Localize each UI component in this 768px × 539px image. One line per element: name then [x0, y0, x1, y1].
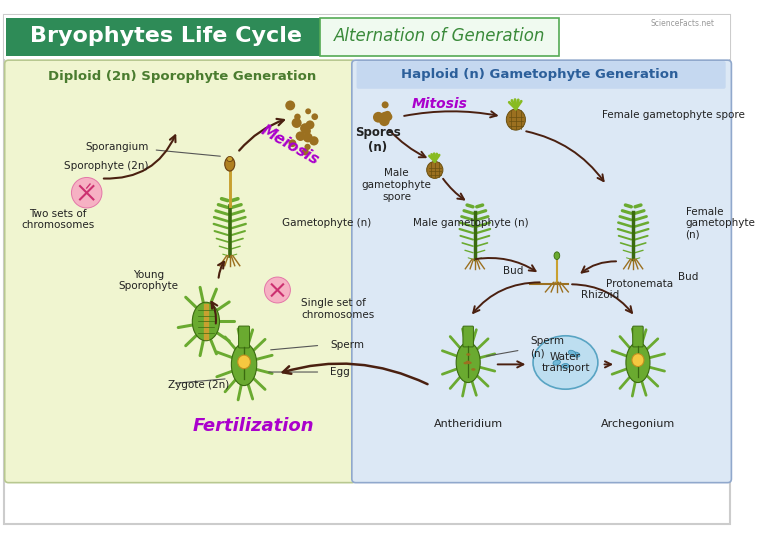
Circle shape	[292, 118, 302, 128]
Circle shape	[373, 112, 384, 123]
Text: Sporophyte (2n): Sporophyte (2n)	[65, 161, 149, 171]
FancyBboxPatch shape	[5, 18, 320, 57]
Circle shape	[304, 144, 310, 150]
Ellipse shape	[626, 342, 650, 383]
Ellipse shape	[554, 252, 560, 259]
Text: Mitosis: Mitosis	[412, 97, 468, 111]
Text: Diploid (2n) Sporophyte Generation: Diploid (2n) Sporophyte Generation	[48, 70, 316, 83]
Text: Protonemata: Protonemata	[607, 279, 674, 289]
Text: Two sets of
chromosomes: Two sets of chromosomes	[22, 209, 94, 230]
Ellipse shape	[472, 368, 475, 371]
Ellipse shape	[238, 355, 250, 369]
Ellipse shape	[465, 361, 470, 363]
Text: Gametophyte (n): Gametophyte (n)	[282, 218, 372, 228]
Circle shape	[285, 100, 295, 110]
Ellipse shape	[533, 336, 598, 389]
Text: Bud: Bud	[503, 266, 524, 276]
Ellipse shape	[572, 352, 580, 357]
Circle shape	[305, 108, 311, 114]
Ellipse shape	[227, 156, 233, 162]
Ellipse shape	[463, 362, 468, 364]
FancyBboxPatch shape	[4, 15, 730, 59]
FancyBboxPatch shape	[633, 326, 643, 347]
Circle shape	[300, 123, 310, 134]
FancyBboxPatch shape	[4, 15, 730, 524]
Ellipse shape	[506, 109, 525, 130]
Circle shape	[380, 112, 390, 121]
Text: Antheridium: Antheridium	[434, 418, 503, 429]
Text: Sperm: Sperm	[330, 340, 364, 350]
Circle shape	[381, 115, 389, 124]
Ellipse shape	[553, 360, 561, 365]
Ellipse shape	[561, 363, 569, 368]
Text: Archegonium: Archegonium	[601, 418, 675, 429]
Text: Haploid (n) Gametophyte Generation: Haploid (n) Gametophyte Generation	[401, 68, 678, 81]
Text: Spores
(n): Spores (n)	[355, 126, 400, 154]
Circle shape	[384, 111, 391, 118]
Circle shape	[310, 136, 319, 146]
Text: Male gametophyte (n): Male gametophyte (n)	[413, 218, 528, 228]
Text: Egg: Egg	[330, 367, 349, 377]
Circle shape	[382, 101, 389, 108]
Text: Rhizoid: Rhizoid	[581, 290, 619, 300]
Text: Meiosis: Meiosis	[258, 122, 322, 168]
Ellipse shape	[466, 353, 471, 356]
Ellipse shape	[568, 350, 576, 356]
Ellipse shape	[225, 157, 235, 171]
Text: Bud: Bud	[678, 272, 698, 282]
Ellipse shape	[427, 161, 443, 178]
Ellipse shape	[231, 343, 257, 385]
FancyBboxPatch shape	[356, 61, 726, 89]
Text: Sperm
(n): Sperm (n)	[530, 336, 564, 358]
Text: Young
Sporophyte: Young Sporophyte	[119, 270, 179, 291]
Circle shape	[384, 113, 392, 121]
Circle shape	[296, 132, 305, 141]
Ellipse shape	[632, 354, 644, 367]
FancyBboxPatch shape	[320, 18, 559, 57]
Text: Single set of
chromosomes: Single set of chromosomes	[301, 298, 375, 320]
Text: Male
gametophyte
spore: Male gametophyte spore	[362, 169, 432, 202]
Circle shape	[311, 113, 318, 120]
Text: Zygote (2n): Zygote (2n)	[167, 381, 229, 390]
FancyBboxPatch shape	[239, 326, 250, 348]
Text: Female gametophyte spore: Female gametophyte spore	[601, 109, 744, 120]
Text: Sporangium: Sporangium	[85, 142, 149, 152]
Ellipse shape	[192, 302, 220, 341]
FancyBboxPatch shape	[463, 326, 473, 347]
FancyBboxPatch shape	[5, 60, 356, 482]
Ellipse shape	[468, 362, 472, 364]
Text: ScienceFacts.net: ScienceFacts.net	[650, 19, 715, 29]
Circle shape	[303, 133, 313, 142]
Text: Female
gametophyte
(n): Female gametophyte (n)	[686, 206, 756, 240]
Circle shape	[71, 177, 102, 208]
Circle shape	[379, 115, 389, 126]
Circle shape	[306, 120, 314, 129]
Text: Fertilization: Fertilization	[193, 417, 314, 436]
Circle shape	[264, 277, 290, 303]
Ellipse shape	[456, 342, 480, 383]
Circle shape	[294, 114, 301, 120]
Text: Alternation of Generation: Alternation of Generation	[334, 27, 545, 45]
Circle shape	[289, 140, 296, 147]
Circle shape	[303, 127, 311, 135]
Text: Water
transport: Water transport	[541, 351, 590, 374]
Text: Bryophytes Life Cycle: Bryophytes Life Cycle	[30, 26, 302, 46]
FancyBboxPatch shape	[352, 60, 731, 482]
Circle shape	[302, 148, 309, 155]
Ellipse shape	[466, 362, 470, 364]
